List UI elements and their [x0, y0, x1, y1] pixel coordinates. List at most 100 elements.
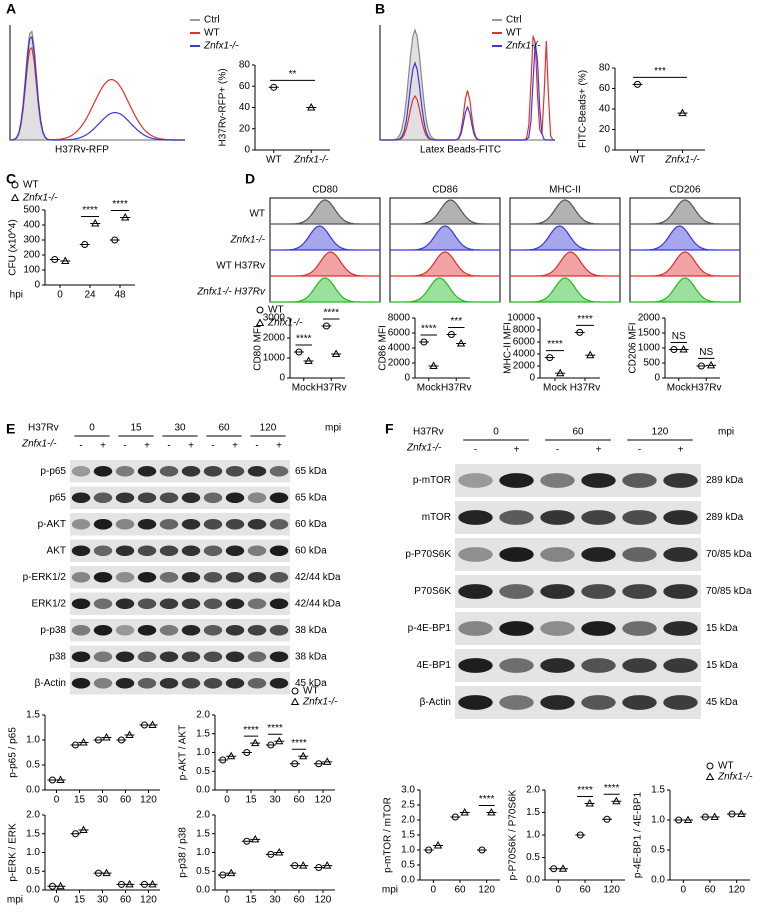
blot-band [71, 677, 91, 689]
genotype-label: Znfx1-/- [21, 439, 57, 450]
y-tick-label: 0.0 [196, 885, 210, 896]
y-tick-label: 20 [599, 124, 611, 135]
blot-band [203, 518, 223, 530]
blot-band [159, 677, 179, 689]
blot-band [203, 545, 223, 557]
y-axis-label: p-mTOR / mTOR [383, 797, 394, 873]
time-label: 15 [130, 423, 142, 434]
sign-label: + [276, 441, 282, 452]
sign-label: + [188, 441, 194, 452]
histogram [630, 251, 740, 277]
histogram [270, 277, 380, 303]
x-tick-label: WT [266, 155, 282, 166]
sig-label: **** [547, 339, 563, 350]
blot-band [269, 624, 289, 636]
y-tick-label: 2000 [263, 333, 286, 344]
y-tick-label: 300 [23, 235, 40, 246]
sign-label: - [211, 441, 214, 452]
blot-band [540, 621, 575, 636]
x-axis-label: Latex Beads-FITC [420, 145, 501, 156]
blot-size: 60 kDa [295, 519, 327, 530]
blot-band [499, 547, 534, 562]
y-tick-label: 0.5 [196, 866, 210, 877]
blot-strip [70, 645, 290, 668]
blot-band [622, 510, 657, 525]
blot-band [115, 492, 135, 504]
legend-label: Znfx1-/- [22, 193, 58, 204]
x-tick-label: 120 [140, 895, 157, 906]
histogram [390, 199, 500, 225]
time-label: 60 [218, 423, 230, 434]
y-tick-label: 100 [23, 265, 40, 276]
blot-band [71, 624, 91, 636]
x-tick-label: 60 [579, 885, 591, 896]
blot-band [269, 677, 289, 689]
blot-label: p-p65 [40, 466, 66, 477]
y-tick-label: 1.5 [196, 828, 210, 839]
panel-label: F [385, 421, 394, 437]
blot-band [499, 658, 534, 673]
blot-band [71, 545, 91, 557]
legend-marker [10, 193, 20, 201]
y-tick-label: 1.0 [526, 830, 540, 841]
blot-strip [70, 460, 290, 483]
legend-label: WT [303, 686, 319, 697]
blot-band [93, 598, 113, 610]
x-tick-label: Mock [292, 383, 317, 394]
blot-strip [70, 672, 290, 695]
blot-label: p-4E-BP1 [408, 623, 452, 634]
blot-band [225, 677, 245, 689]
axis [44, 815, 160, 891]
legend-label: Ctrl [506, 15, 522, 26]
panel-label: B [375, 1, 385, 17]
blot-band [622, 658, 657, 673]
x-tick-label: 60 [293, 895, 305, 906]
blot-size: 70/85 kDa [706, 586, 752, 597]
y-axis-label: CFU (x10^4) [8, 219, 19, 275]
y-tick-label: 0.0 [26, 785, 40, 796]
blot-band [499, 621, 534, 636]
y-tick-label: 2.0 [526, 785, 540, 796]
blot-label: β-Actin [420, 697, 451, 708]
legend-label: WT [204, 28, 220, 39]
x-tick-label: 0 [57, 290, 63, 301]
blot-band [181, 545, 201, 557]
x-tick-label: Znfx1-/- [293, 155, 329, 166]
blot-label: β-Actin [35, 678, 66, 689]
blot-size: 42/44 kDa [295, 572, 341, 583]
blot-band [93, 545, 113, 557]
blot-band [581, 473, 616, 488]
column-header: CD80 [312, 185, 338, 196]
blot-band [622, 621, 657, 636]
blot-band [181, 518, 201, 530]
blot-band [225, 651, 245, 663]
blot-band [225, 571, 245, 583]
y-axis-label: p-p65 / p65 [8, 727, 19, 778]
blot-band [203, 571, 223, 583]
y-tick-label: 0.5 [196, 766, 210, 777]
blot-band [247, 651, 267, 663]
blot-band [663, 658, 698, 673]
blot-band [581, 510, 616, 525]
y-axis-label: H37Rv-RFP+ (%) [218, 68, 229, 146]
blot-strip [70, 592, 290, 615]
blot-strip [70, 486, 290, 509]
blot-band [115, 624, 135, 636]
blot-band [159, 651, 179, 663]
x-tick-label: 30 [97, 895, 109, 906]
blot-label: p-ERK1/2 [23, 572, 67, 583]
x-axis-label: H37Rv-RFP [55, 145, 109, 156]
panel-label: D [245, 171, 255, 187]
blot-band [247, 545, 267, 557]
blot-strip [455, 575, 701, 608]
blot-size: 70/85 kDa [706, 549, 752, 560]
time-label: 120 [260, 423, 277, 434]
blot-band [458, 658, 493, 673]
y-tick-label: 0 [604, 145, 610, 156]
x-tick-label: 30 [269, 795, 281, 806]
y-tick-label: 500 [643, 358, 660, 369]
blot-band [93, 624, 113, 636]
y-tick-label: 1.0 [26, 735, 40, 746]
blot-size: 45 kDa [706, 697, 738, 708]
blot-band [622, 547, 657, 562]
